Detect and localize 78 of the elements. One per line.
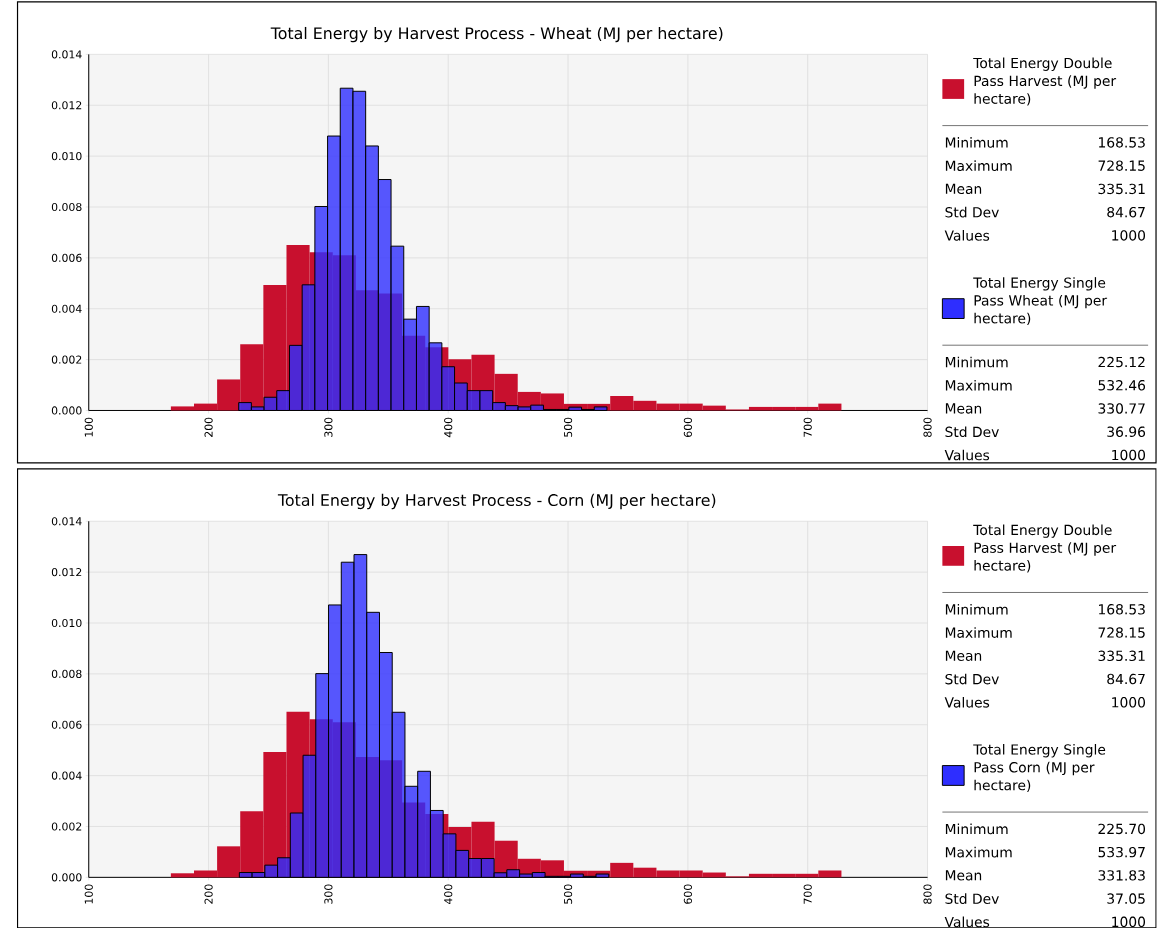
y-tick-label: 0.000: [51, 873, 82, 882]
text: 1000: [1112, 696, 1146, 708]
x-tick-label: 600: [683, 417, 692, 437]
legend-label: Total Energy Single Pass Wheat (MJ per hectare): [973, 276, 1108, 325]
text: Maximum: [945, 627, 1012, 638]
x-tick-label: 700: [803, 884, 812, 904]
text: Mean: [945, 403, 982, 414]
x-tick-label: 500: [563, 884, 573, 904]
y-tick-label: 0.012: [51, 100, 82, 110]
text: 728.15: [1098, 627, 1145, 638]
y-tick-label: 0.006: [51, 720, 82, 729]
legend-label: Total Energy Double Pass Harvest (MJ per hectare): [973, 57, 1117, 106]
text: Std Dev: [945, 426, 999, 437]
chart-title: Total Energy by Harvest Process - Corn (MJ per hectare): [277, 493, 716, 509]
y-tick-label: 0.014: [51, 516, 82, 526]
legend-label: Total Energy Single Pass Corn (MJ per hectare): [973, 743, 1106, 792]
x-tick-label: 100: [84, 884, 93, 904]
x-tick-label: 300: [324, 884, 333, 904]
text: 36.96: [1107, 426, 1146, 437]
y-tick-label: 0.010: [51, 151, 82, 161]
text: 335.31: [1098, 650, 1145, 661]
text: 225.70: [1098, 823, 1146, 834]
text: 84.67: [1107, 673, 1145, 685]
text: Maximum: [945, 379, 1012, 391]
text: Mean: [945, 650, 982, 661]
y-tick-label: 0.010: [51, 618, 82, 627]
x-tick-label: 600: [683, 884, 692, 904]
text: 168.53: [1099, 603, 1145, 615]
x-tick-label: 200: [204, 417, 213, 437]
y-tick-label: 0.008: [51, 669, 82, 678]
text: Minimum: [945, 603, 1008, 615]
text: Maximum: [945, 846, 1012, 858]
text: 1000: [1112, 229, 1146, 241]
text: Values: [944, 449, 990, 461]
text: 1000: [1112, 449, 1146, 461]
y-tick-label: 0.014: [51, 50, 82, 59]
text: 532.46: [1098, 379, 1146, 391]
text: Std Dev: [945, 893, 999, 904]
text: Minimum: [945, 356, 1008, 368]
y-tick-label: 0.006: [51, 253, 82, 262]
y-tick-label: 0.002: [51, 822, 82, 831]
legend-label: Total Energy Double Pass Harvest (MJ per hectare): [973, 524, 1117, 573]
text: 84.67: [1107, 206, 1145, 218]
text: Values: [944, 229, 990, 241]
text: 37.05: [1107, 893, 1145, 904]
text: Values: [944, 696, 990, 708]
text: Mean: [945, 183, 982, 194]
chart-title: Total Energy by Harvest Process - Wheat (MJ per hectare): [270, 26, 723, 43]
x-tick-label: 200: [204, 884, 213, 904]
text: 225.12: [1098, 356, 1145, 368]
text: Minimum: [945, 823, 1008, 835]
y-tick-label: 0.012: [51, 567, 82, 577]
y-tick-label: 0.000: [51, 406, 82, 415]
x-tick-label: 400: [444, 417, 453, 437]
x-tick-label: 100: [84, 417, 93, 437]
x-tick-label: 500: [563, 417, 573, 437]
text: Mean: [945, 870, 982, 881]
text: Std Dev: [945, 673, 999, 685]
y-tick-label: 0.002: [51, 355, 82, 364]
x-tick-label: 800: [923, 417, 932, 437]
y-tick-label: 0.004: [51, 304, 82, 313]
x-tick-label: 800: [923, 884, 932, 904]
y-tick-label: 0.008: [51, 202, 82, 211]
x-tick-label: 400: [444, 884, 453, 904]
y-tick-label: 0.004: [51, 771, 82, 780]
text: 335.31: [1098, 183, 1145, 194]
text: Maximum: [945, 160, 1012, 171]
text: 168.53: [1099, 136, 1145, 148]
text: 533.97: [1098, 846, 1145, 858]
text: 330.77: [1098, 403, 1145, 414]
x-tick-label: 300: [324, 417, 333, 437]
text: Std Dev: [945, 206, 999, 218]
text: Values: [944, 916, 990, 928]
text: 1000: [1112, 916, 1146, 927]
text: 728.15: [1098, 160, 1145, 171]
text: 331.83: [1098, 869, 1145, 881]
text: Minimum: [945, 136, 1008, 148]
x-tick-label: 700: [803, 417, 812, 437]
